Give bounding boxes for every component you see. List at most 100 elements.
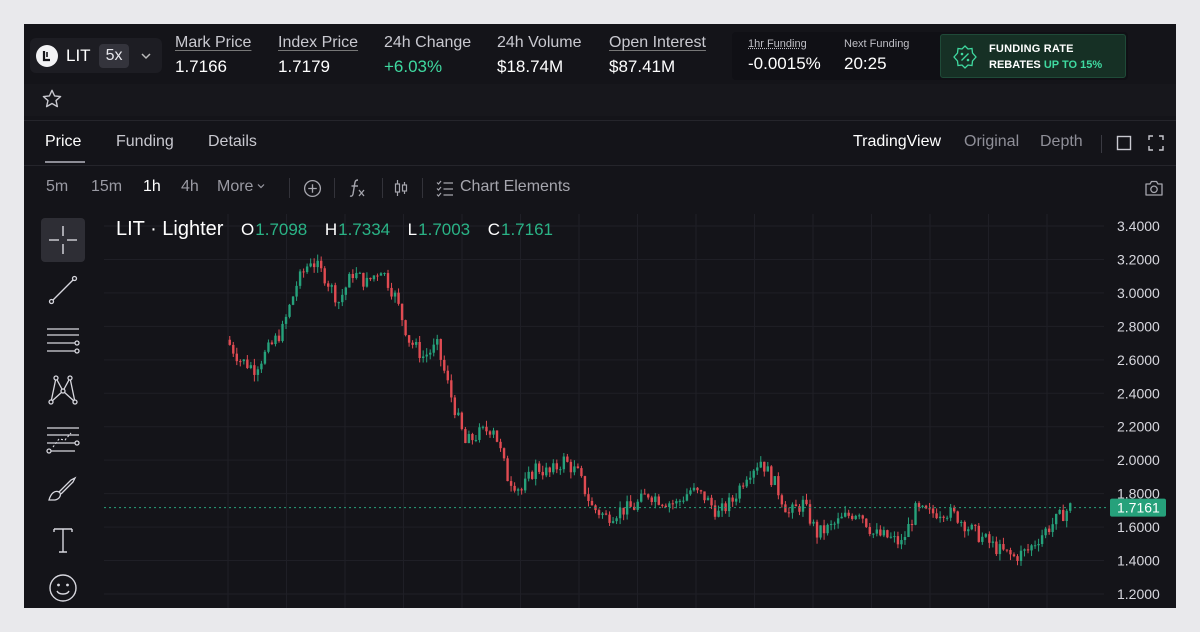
candle-body xyxy=(917,503,921,507)
timeframe-15m[interactable]: 15m xyxy=(91,178,123,195)
chart-toolbar: 5m 15m 1h 4h More Chart Elements xyxy=(24,166,1176,210)
active-tab-indicator xyxy=(45,161,85,163)
candle-body xyxy=(376,275,379,277)
leverage-badge[interactable]: 5x xyxy=(98,43,130,68)
stat-value: 1.7166 xyxy=(175,57,227,76)
candle-body xyxy=(404,320,407,336)
candle-body xyxy=(471,434,474,441)
low-label: L xyxy=(407,220,418,239)
price-chart[interactable]: 3.4000 3.2000 3.0000 2.8000 2.6000 2.4000 2.20… xyxy=(24,24,1176,608)
candle-body xyxy=(671,503,675,505)
candle-body xyxy=(780,495,784,505)
fx-icon[interactable] xyxy=(346,177,368,199)
candle-body xyxy=(629,501,632,507)
stat-label: Mark Price xyxy=(175,34,252,51)
candle-body xyxy=(625,501,629,515)
candle-body xyxy=(763,461,766,472)
index-price-stat[interactable]: Index Price 1.7179 xyxy=(278,34,358,77)
timeframe-1h[interactable]: 1h xyxy=(143,178,161,195)
candle-body xyxy=(685,494,689,501)
candle-body xyxy=(791,504,794,513)
candle-body xyxy=(910,523,914,525)
chevron-down-icon xyxy=(258,184,265,189)
view-original[interactable]: Original xyxy=(964,133,1020,150)
candle-body xyxy=(840,516,843,519)
candle-body xyxy=(808,504,812,524)
rebate-prefix: REBATES xyxy=(989,59,1044,71)
candle-body xyxy=(1005,549,1009,551)
timeframe-5m[interactable]: 5m xyxy=(46,178,69,195)
y-tick-label: 2.6000 xyxy=(1117,352,1160,368)
candle-body xyxy=(270,342,274,345)
candle-body xyxy=(995,541,998,555)
close-value: 1.7161 xyxy=(500,220,553,239)
text-tool[interactable] xyxy=(41,518,85,562)
open-interest-stat[interactable]: Open Interest $87.41M xyxy=(609,34,706,77)
trend-line-tool[interactable] xyxy=(41,268,85,312)
candle-body xyxy=(745,479,748,487)
candle-body xyxy=(759,461,762,468)
candle-body xyxy=(601,513,604,515)
candle-body xyxy=(889,536,893,538)
chart-elements-button[interactable]: Chart Elements xyxy=(460,178,571,195)
view-tradingview[interactable]: TradingView xyxy=(853,133,942,150)
fullscreen-icon[interactable] xyxy=(1148,135,1164,151)
tab-details[interactable]: Details xyxy=(208,133,257,150)
add-indicator-icon[interactable] xyxy=(303,179,322,198)
candle-body xyxy=(232,344,235,354)
candle-body xyxy=(235,353,238,362)
candle-body xyxy=(766,466,770,472)
camera-icon[interactable] xyxy=(1144,179,1164,197)
crosshair-icon xyxy=(49,226,77,254)
star-icon[interactable] xyxy=(41,88,63,110)
y-tick-label: 3.4000 xyxy=(1117,218,1160,234)
candle-body xyxy=(379,273,383,276)
candle-body xyxy=(991,541,995,543)
timeframe-more[interactable]: More xyxy=(217,178,266,196)
candle-body xyxy=(858,515,861,517)
divider xyxy=(289,178,290,198)
candle-body xyxy=(756,467,759,471)
tab-price[interactable]: Price xyxy=(45,133,82,150)
fib-tool[interactable] xyxy=(41,418,85,462)
crosshair-tool[interactable] xyxy=(41,218,85,262)
candle-body xyxy=(604,513,608,515)
brush-tool[interactable] xyxy=(41,468,85,512)
candle-body xyxy=(829,524,833,526)
candle-body xyxy=(527,471,530,479)
candle-body xyxy=(868,526,871,535)
candle-body xyxy=(900,540,903,545)
candle-body xyxy=(467,434,471,444)
candle-body xyxy=(337,302,340,304)
funding-rebate-banner[interactable]: FUNDING RATE REBATES UP TO 15% xyxy=(940,34,1126,78)
next-funding: Next Funding 20:25 xyxy=(844,38,909,74)
pattern-tool[interactable] xyxy=(41,368,85,412)
chevron-down-icon xyxy=(141,52,151,59)
candle-body xyxy=(812,521,815,524)
candle-body xyxy=(425,354,428,357)
candle-body xyxy=(819,525,822,538)
market-selector[interactable]: LIT 5x xyxy=(30,38,162,73)
candle-body xyxy=(583,476,587,495)
candle-body xyxy=(1019,550,1023,561)
volume-24h-stat: 24h Volume $18.74M xyxy=(497,34,582,77)
hourly-funding[interactable]: 1hr Funding -0.0015% xyxy=(748,38,821,74)
layout-icon[interactable] xyxy=(1116,135,1132,151)
candle-body xyxy=(228,339,231,345)
candle-body xyxy=(302,271,305,273)
view-depth[interactable]: Depth xyxy=(1040,133,1083,150)
y-tick-label: 1.6000 xyxy=(1117,519,1160,535)
tab-funding[interactable]: Funding xyxy=(116,133,174,150)
horizontal-lines-tool[interactable] xyxy=(41,318,85,362)
change-24h-stat: 24h Change +6.03% xyxy=(384,34,471,77)
emoji-tool[interactable] xyxy=(41,566,85,608)
candle-body xyxy=(931,508,935,514)
mark-price-stat[interactable]: Mark Price 1.7166 xyxy=(175,34,251,77)
chart-legend: LIT · Lighter O1.7098 H1.7334 L1.7003 C1… xyxy=(116,218,553,241)
candle-body xyxy=(495,430,499,442)
candle-body xyxy=(277,335,281,342)
candle-body xyxy=(956,511,959,523)
timeframe-4h[interactable]: 4h xyxy=(181,178,199,195)
candle-type-icon[interactable] xyxy=(393,179,409,197)
candle-body xyxy=(502,448,506,459)
